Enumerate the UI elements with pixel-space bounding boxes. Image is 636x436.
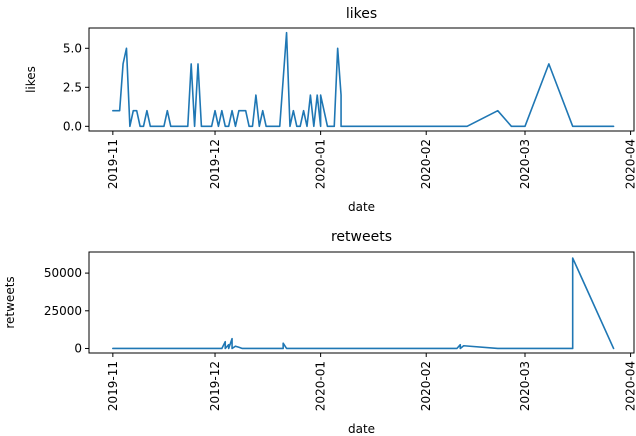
chart-panel-2: retweets 0 25000 50000 2019-11 2019-12 2020-01… <box>3 229 636 436</box>
y-tick-label: 50000 <box>44 266 82 280</box>
x-tick-label: 2019-11 <box>106 361 120 411</box>
x-tick-label: 2019-11 <box>106 139 120 189</box>
x-tick-label: 2020-04 <box>624 139 636 189</box>
y-tick-label: 2.5 <box>63 80 82 94</box>
x-tick-label: 2019-12 <box>208 139 222 189</box>
x-tick-label: 2020-02 <box>419 139 433 189</box>
x-axis-label: date <box>348 200 375 214</box>
x-tick-label: 2020-03 <box>518 139 532 189</box>
chart-title: likes <box>346 6 377 22</box>
chart-panel-1: likes 0.0 2.5 5.0 2019-11 2019-12 2020-01 2020-… <box>24 6 636 214</box>
y-tick-label: 0 <box>74 341 82 355</box>
y-axis-label: likes <box>24 66 38 93</box>
x-tick-label: 2019-12 <box>208 361 222 411</box>
x-tick-label: 2020-04 <box>624 361 636 411</box>
y-tick-label: 5.0 <box>63 41 82 55</box>
series-line-1 <box>112 31 615 128</box>
series-line-1 <box>112 257 615 350</box>
plot-frame <box>88 27 635 132</box>
x-tick-label: 2020-03 <box>518 361 532 411</box>
y-tick-label: 25000 <box>44 304 82 318</box>
plot-frame <box>88 251 635 354</box>
y-tick-label: 0.0 <box>63 119 82 133</box>
x-tick-label: 2020-02 <box>419 361 433 411</box>
y-axis-label: retweets <box>3 276 17 328</box>
x-axis-label: date <box>348 422 375 436</box>
x-tick-label: 2020-01 <box>314 361 328 411</box>
x-tick-label: 2020-01 <box>314 139 328 189</box>
chart-title: retweets <box>331 229 392 245</box>
